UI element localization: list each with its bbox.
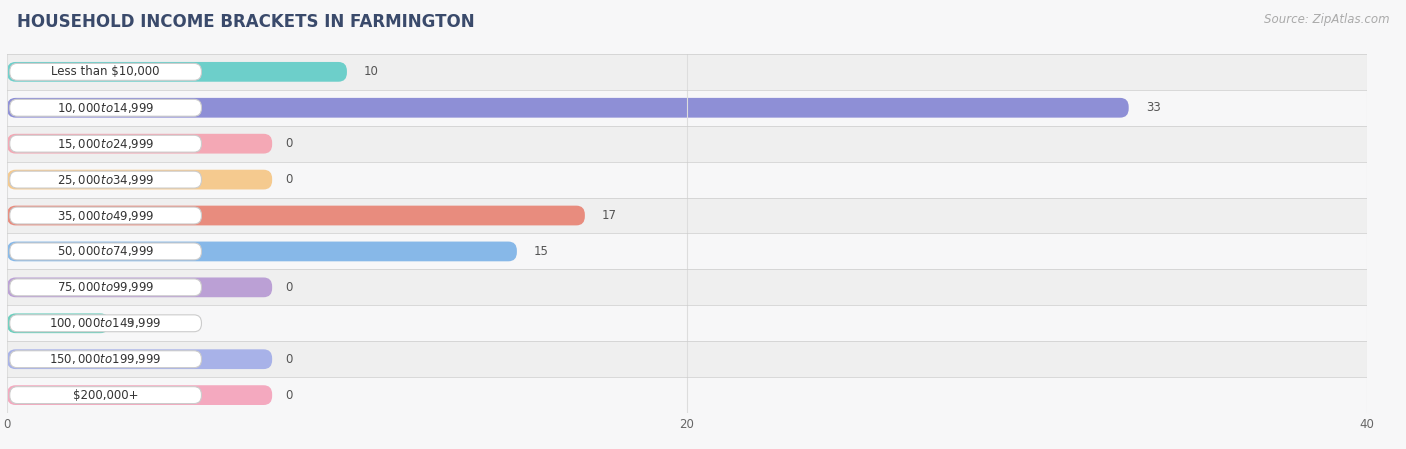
Text: 0: 0 [285, 353, 292, 365]
FancyBboxPatch shape [10, 315, 201, 332]
FancyBboxPatch shape [7, 206, 585, 225]
Text: $50,000 to $74,999: $50,000 to $74,999 [56, 244, 155, 259]
Bar [7, 341, 1367, 377]
FancyBboxPatch shape [10, 99, 201, 116]
FancyBboxPatch shape [7, 313, 110, 333]
FancyBboxPatch shape [10, 135, 201, 152]
FancyBboxPatch shape [7, 385, 273, 405]
Text: $15,000 to $24,999: $15,000 to $24,999 [56, 136, 155, 151]
FancyBboxPatch shape [10, 351, 201, 368]
FancyBboxPatch shape [7, 277, 273, 297]
Text: HOUSEHOLD INCOME BRACKETS IN FARMINGTON: HOUSEHOLD INCOME BRACKETS IN FARMINGTON [17, 13, 474, 31]
FancyBboxPatch shape [10, 171, 201, 188]
FancyBboxPatch shape [10, 387, 201, 404]
Text: $25,000 to $34,999: $25,000 to $34,999 [56, 172, 155, 187]
FancyBboxPatch shape [10, 63, 201, 80]
Bar [7, 162, 1367, 198]
FancyBboxPatch shape [10, 243, 201, 260]
Bar [7, 233, 1367, 269]
FancyBboxPatch shape [10, 207, 201, 224]
Bar [7, 269, 1367, 305]
FancyBboxPatch shape [7, 170, 273, 189]
FancyBboxPatch shape [10, 279, 201, 296]
Text: 0: 0 [285, 389, 292, 401]
Text: 15: 15 [534, 245, 548, 258]
FancyBboxPatch shape [7, 98, 1129, 118]
FancyBboxPatch shape [7, 242, 517, 261]
Text: 33: 33 [1146, 101, 1160, 114]
Text: 0: 0 [285, 137, 292, 150]
Text: $200,000+: $200,000+ [73, 389, 138, 401]
Text: 10: 10 [364, 66, 378, 78]
Bar [7, 126, 1367, 162]
Text: 0: 0 [285, 173, 292, 186]
Text: $75,000 to $99,999: $75,000 to $99,999 [56, 280, 155, 295]
Text: Less than $10,000: Less than $10,000 [52, 66, 160, 78]
Text: $35,000 to $49,999: $35,000 to $49,999 [56, 208, 155, 223]
Text: Source: ZipAtlas.com: Source: ZipAtlas.com [1264, 13, 1389, 26]
Text: $150,000 to $199,999: $150,000 to $199,999 [49, 352, 162, 366]
Bar [7, 377, 1367, 413]
Text: $10,000 to $14,999: $10,000 to $14,999 [56, 101, 155, 115]
FancyBboxPatch shape [7, 349, 273, 369]
Bar [7, 90, 1367, 126]
Bar [7, 198, 1367, 233]
Bar [7, 305, 1367, 341]
Text: $100,000 to $149,999: $100,000 to $149,999 [49, 316, 162, 330]
FancyBboxPatch shape [7, 134, 273, 154]
Text: 17: 17 [602, 209, 617, 222]
Text: 3: 3 [127, 317, 134, 330]
FancyBboxPatch shape [7, 62, 347, 82]
Bar [7, 54, 1367, 90]
Text: 0: 0 [285, 281, 292, 294]
